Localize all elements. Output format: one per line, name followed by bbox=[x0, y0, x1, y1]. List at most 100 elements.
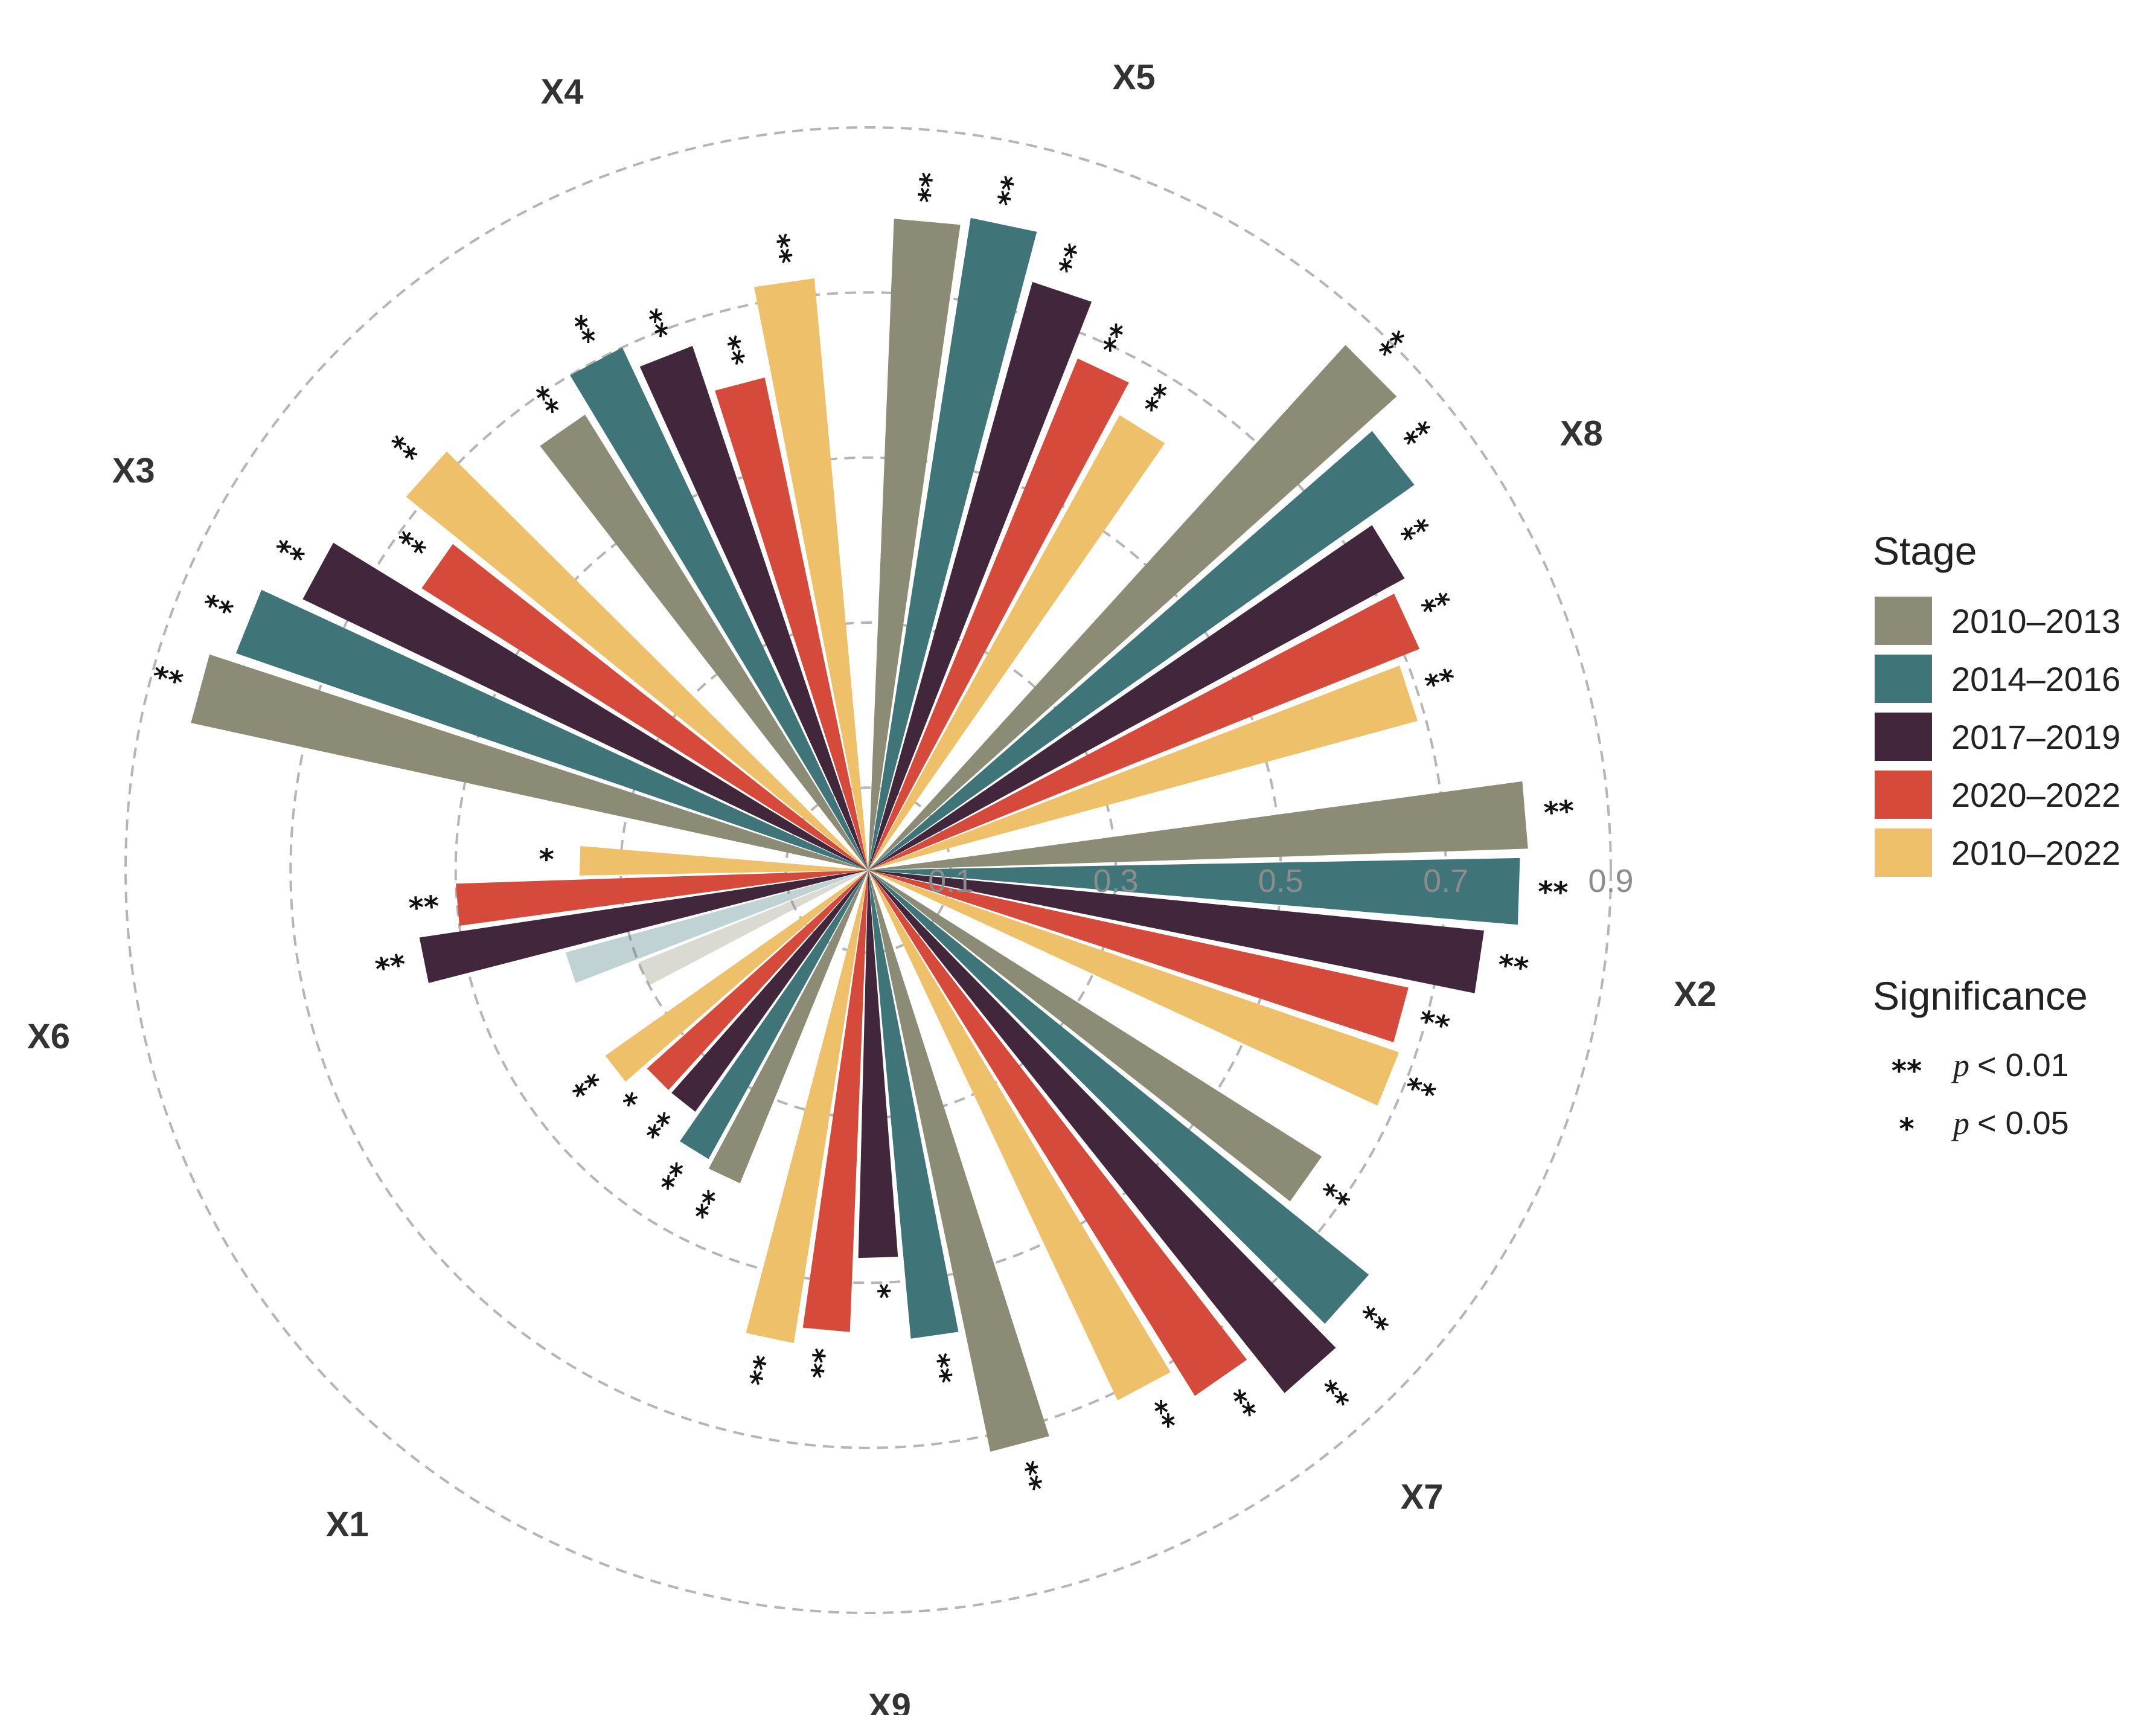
bar-x8-2010-2013 bbox=[868, 345, 1397, 870]
bar-x9-2020-2022 bbox=[802, 870, 868, 1332]
radial-tick-0-9: 0.9 bbox=[1588, 863, 1633, 899]
sig-x5-2014-2016: ** bbox=[991, 173, 1031, 210]
bar-x6-2020-2022 bbox=[456, 870, 868, 926]
bar-x1-2010-2022 bbox=[605, 870, 868, 1082]
bar-x4-2010-2013 bbox=[540, 414, 868, 870]
sig-x6-2017-2019: ** bbox=[373, 947, 409, 987]
bar-x1-2020-2022 bbox=[647, 870, 868, 1091]
sig-x8-2014-2016: ** bbox=[1398, 414, 1442, 460]
bar-x6-2017-2019 bbox=[419, 870, 868, 983]
legend: Stage 2010–2013 2014–2016 2017–2019 2020… bbox=[1873, 528, 2120, 1146]
bars-layer bbox=[191, 217, 1528, 1452]
sig-x9-2010-2013: ** bbox=[1008, 1458, 1049, 1496]
legend-label-2010-2013: 2010–2013 bbox=[1951, 602, 2120, 640]
bar-x8-2017-2019 bbox=[868, 525, 1405, 870]
legend-significance-title: Significance bbox=[1873, 973, 2088, 1018]
legend-swatch-2017-2019 bbox=[1875, 713, 1932, 761]
bar-x6-2014-2016 bbox=[565, 870, 868, 983]
legend-sig-threshold-005: < 0.05 bbox=[1977, 1105, 2069, 1141]
legend-label-2010-2022: 2010–2022 bbox=[1951, 834, 2120, 872]
radial-tick-0-7: 0.7 bbox=[1423, 863, 1468, 899]
bar-x2-2010-2013 bbox=[868, 781, 1528, 870]
sig-x2-2014-2016: ** bbox=[1537, 875, 1569, 910]
sig-x8-2020-2022: ** bbox=[1417, 585, 1459, 629]
bar-x2-2014-2016 bbox=[868, 858, 1520, 925]
radial-tick-0-3: 0.3 bbox=[1093, 863, 1138, 899]
legend-swatch-2014-2016 bbox=[1875, 655, 1932, 703]
sig-x8-2010-2022: ** bbox=[1421, 662, 1460, 704]
bar-x4-2014-2016 bbox=[570, 347, 868, 870]
bar-x9-2010-2013 bbox=[868, 870, 1049, 1452]
group-label-x5: X5 bbox=[1113, 57, 1156, 97]
sig-x5-2010-2022: ** bbox=[1138, 379, 1183, 422]
group-label-x6: X6 bbox=[27, 1017, 70, 1056]
bar-x3-2017-2019 bbox=[302, 542, 868, 870]
sig-x7-2014-2016: ** bbox=[1349, 1300, 1395, 1345]
bar-x2-2020-2022 bbox=[868, 870, 1409, 1042]
sig-x2-2010-2022: ** bbox=[1399, 1070, 1440, 1113]
legend-swatch-2020-2022 bbox=[1875, 771, 1932, 819]
bar-x5-2020-2022 bbox=[868, 358, 1129, 870]
sig-x2-2010-2013: ** bbox=[1543, 794, 1576, 830]
radial-tick-0-1: 0.1 bbox=[928, 863, 973, 899]
bar-x5-2014-2016 bbox=[868, 217, 1037, 870]
bar-x1-2010-2013 bbox=[708, 870, 868, 1184]
group-label-x3: X3 bbox=[112, 451, 155, 490]
sig-x2-2017-2019: ** bbox=[1495, 948, 1531, 986]
sig-x6-2010-2022: * bbox=[538, 842, 554, 877]
bar-x5-2010-2022 bbox=[868, 415, 1165, 870]
sig-x5-2017-2019: ** bbox=[1052, 240, 1093, 279]
sig-x1-2014-2016: ** bbox=[654, 1157, 699, 1200]
bar-x1-2017-2019 bbox=[671, 870, 868, 1112]
legend-sig-stars-001: ** bbox=[1892, 1054, 1922, 1088]
bar-x7-2014-2016 bbox=[868, 870, 1369, 1324]
group-label-x8: X8 bbox=[1560, 414, 1603, 454]
bar-x8-2010-2022 bbox=[868, 665, 1418, 870]
radial-tick-labels: 0.1 0.3 0.5 0.7 0.9 bbox=[928, 863, 1633, 899]
bar-x3-2014-2016 bbox=[235, 589, 868, 870]
legend-sig-stars-005: * bbox=[1899, 1112, 1914, 1146]
sig-x4-2020-2022: ** bbox=[711, 332, 752, 370]
sig-x5-2010-2013: ** bbox=[912, 171, 948, 204]
bar-x6-2010-2013 bbox=[638, 870, 868, 986]
legend-swatch-2010-2013 bbox=[1875, 597, 1932, 645]
sig-x3-2010-2022: ** bbox=[379, 429, 424, 474]
group-label-x1: X1 bbox=[326, 1505, 369, 1544]
bar-x8-2020-2022 bbox=[868, 594, 1420, 870]
bar-x7-2010-2013 bbox=[868, 870, 1322, 1202]
sig-x6-2020-2022: ** bbox=[408, 890, 441, 926]
sig-x3-2020-2022: ** bbox=[388, 524, 432, 569]
sig-x9-2010-2022: ** bbox=[743, 1353, 782, 1390]
group-labels: X3 X4 X5 X8 X2 X7 X9 X1 X6 bbox=[27, 57, 1716, 1715]
bar-x4-2017-2019 bbox=[639, 345, 868, 870]
legend-sig-p-005: p bbox=[1951, 1105, 1969, 1141]
sig-x1-2010-2022: ** bbox=[566, 1067, 611, 1112]
sig-x9-2017-2019: * bbox=[862, 1283, 896, 1300]
bar-x7-2010-2022 bbox=[868, 870, 1171, 1400]
sig-x3-2017-2019: ** bbox=[267, 533, 310, 577]
bar-x7-2017-2019 bbox=[868, 870, 1336, 1393]
bar-x7-2020-2022 bbox=[868, 870, 1247, 1396]
bar-x8-2014-2016 bbox=[868, 431, 1415, 870]
sig-x7-2010-2022: ** bbox=[1138, 1395, 1182, 1438]
sig-x9-2020-2022: ** bbox=[805, 1347, 842, 1380]
legend-stage-title: Stage bbox=[1873, 528, 1977, 573]
sig-x1-2020-2022: * bbox=[616, 1086, 651, 1120]
legend-sig-p-001: p bbox=[1951, 1047, 1969, 1083]
grid-ring-5 bbox=[124, 126, 1612, 1614]
radial-tick-0-5: 0.5 bbox=[1258, 863, 1304, 899]
legend-label-2017-2019: 2017–2019 bbox=[1951, 718, 2120, 756]
bar-x2-2017-2019 bbox=[868, 870, 1485, 993]
sig-x4-2010-2013: ** bbox=[520, 380, 566, 425]
legend-swatch-2010-2022 bbox=[1875, 829, 1932, 877]
legend-sig-threshold-001: < 0.01 bbox=[1977, 1047, 2069, 1083]
bar-x5-2010-2013 bbox=[868, 219, 961, 871]
bar-x5-2017-2019 bbox=[868, 281, 1092, 870]
legend-label-2020-2022: 2020–2022 bbox=[1951, 776, 2120, 814]
group-label-x7: X7 bbox=[1401, 1477, 1444, 1516]
group-label-x2: X2 bbox=[1674, 975, 1716, 1014]
sig-x3-2014-2016: ** bbox=[197, 588, 237, 630]
bar-x4-2010-2022 bbox=[754, 278, 868, 870]
sig-x4-2014-2016: ** bbox=[558, 310, 602, 353]
